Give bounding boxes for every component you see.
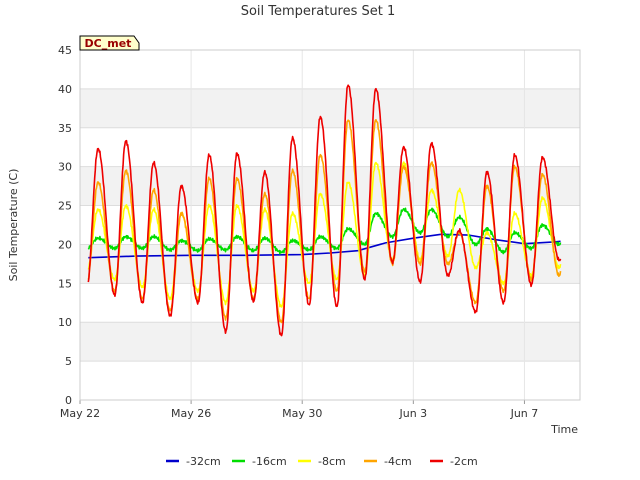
- x-axis-label: Time: [550, 423, 578, 436]
- legend-label: -8cm: [318, 455, 346, 468]
- site-badge: DC_met: [79, 35, 140, 51]
- legend-label: -2cm: [450, 455, 478, 468]
- x-tick-label: Jun 7: [510, 407, 539, 420]
- chart-title: Soil Temperatures Set 1: [241, 4, 396, 19]
- x-tick-label: Jun 3: [398, 407, 427, 420]
- plot-band: [80, 361, 580, 400]
- site-badge-label: DC_met: [85, 37, 132, 50]
- series-line-32cm: [88, 233, 561, 259]
- plot-band: [80, 127, 580, 167]
- plot-band: [80, 283, 580, 323]
- plot-band: [80, 322, 580, 362]
- y-tick-label: 15: [58, 277, 72, 290]
- y-tick-label: 25: [58, 200, 72, 213]
- plot-band: [80, 166, 580, 206]
- y-tick-label: 40: [58, 83, 72, 96]
- legend: -32cm -16cm -8cm -4cm -2cm: [166, 455, 478, 468]
- series-line-2cm: [87, 84, 562, 337]
- y-tick-label: 45: [58, 44, 72, 57]
- plot-band: [80, 88, 580, 128]
- y-tick-label: 35: [58, 122, 72, 135]
- y-tick-label: 10: [58, 316, 72, 329]
- y-axis-ticks: 0 5 10 15 20 25 30 35 40 45: [58, 44, 72, 407]
- y-axis-label: Soil Temperature (C): [7, 169, 20, 282]
- x-axis-ticks: May 22 May 26 May 30 Jun 3 Jun 7: [60, 400, 538, 420]
- legend-label: -16cm: [252, 455, 287, 468]
- legend-label: -4cm: [384, 455, 412, 468]
- x-tick-label: May 22: [60, 407, 100, 420]
- plot-band: [80, 50, 580, 89]
- y-tick-label: 0: [65, 394, 72, 407]
- x-tick-label: May 26: [171, 407, 211, 420]
- legend-label: -32cm: [186, 455, 221, 468]
- x-tick-label: May 30: [282, 407, 322, 420]
- y-tick-label: 5: [65, 355, 72, 368]
- y-tick-label: 30: [58, 161, 72, 174]
- plot-frame: [79, 49, 581, 401]
- series-lines: [87, 84, 562, 337]
- y-tick-label: 20: [58, 238, 72, 251]
